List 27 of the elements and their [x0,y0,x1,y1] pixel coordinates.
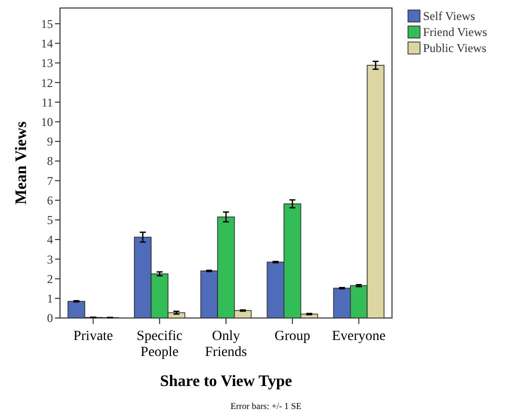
y-tick-label: 6 [47,193,53,208]
y-tick-label: 0 [47,311,53,326]
y-tick-label: 12 [41,76,53,90]
x-tick-label: Specific People [136,329,183,360]
y-tick-label: 3 [47,252,53,266]
legend-label: Public Views [423,41,487,55]
y-tick-label: 15 [41,16,53,31]
y-axis-title: Mean Views [13,121,30,205]
y-tick-label: 8 [47,154,53,168]
y-tick-label: 7 [47,174,53,188]
y-tick-label: 1 [47,292,53,306]
y-tick-label: 2 [47,272,53,286]
y-tick-label: 11 [41,95,53,110]
legend-label: Self Views [423,9,476,23]
text: Error bars: +/- 1 SE [230,401,302,411]
x-axis-title: Share to View Type [160,373,292,390]
x-tick-label: Group [274,329,310,344]
x-tick-label: Private [73,329,114,344]
y-tick-label: 4 [47,232,53,247]
x-tick-label: Everyone [332,329,386,344]
y-tick-label: 13 [41,56,53,70]
y-tick-label: 14 [41,36,53,51]
legend-label: Friend Views [423,25,488,39]
y-tick-label: 5 [47,213,53,228]
y-tick-label: 10 [41,114,53,129]
x-tick-label: Only Friends [205,329,247,360]
y-tick-label: 9 [47,134,53,149]
